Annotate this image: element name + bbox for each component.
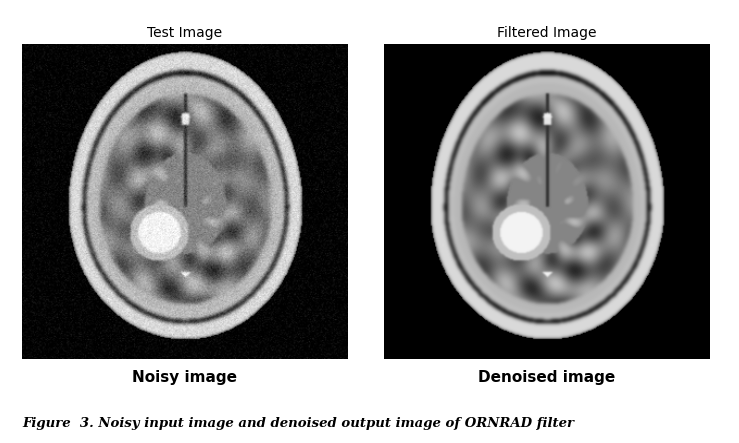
Text: Denoised image: Denoised image bbox=[478, 370, 616, 385]
Text: Filtered Image: Filtered Image bbox=[497, 26, 596, 40]
Text: Noisy image: Noisy image bbox=[132, 370, 237, 385]
Text: Figure  3. Noisy input image and denoised output image of ORNRAD filter: Figure 3. Noisy input image and denoised… bbox=[22, 417, 574, 430]
Text: Test Image: Test Image bbox=[147, 26, 222, 40]
